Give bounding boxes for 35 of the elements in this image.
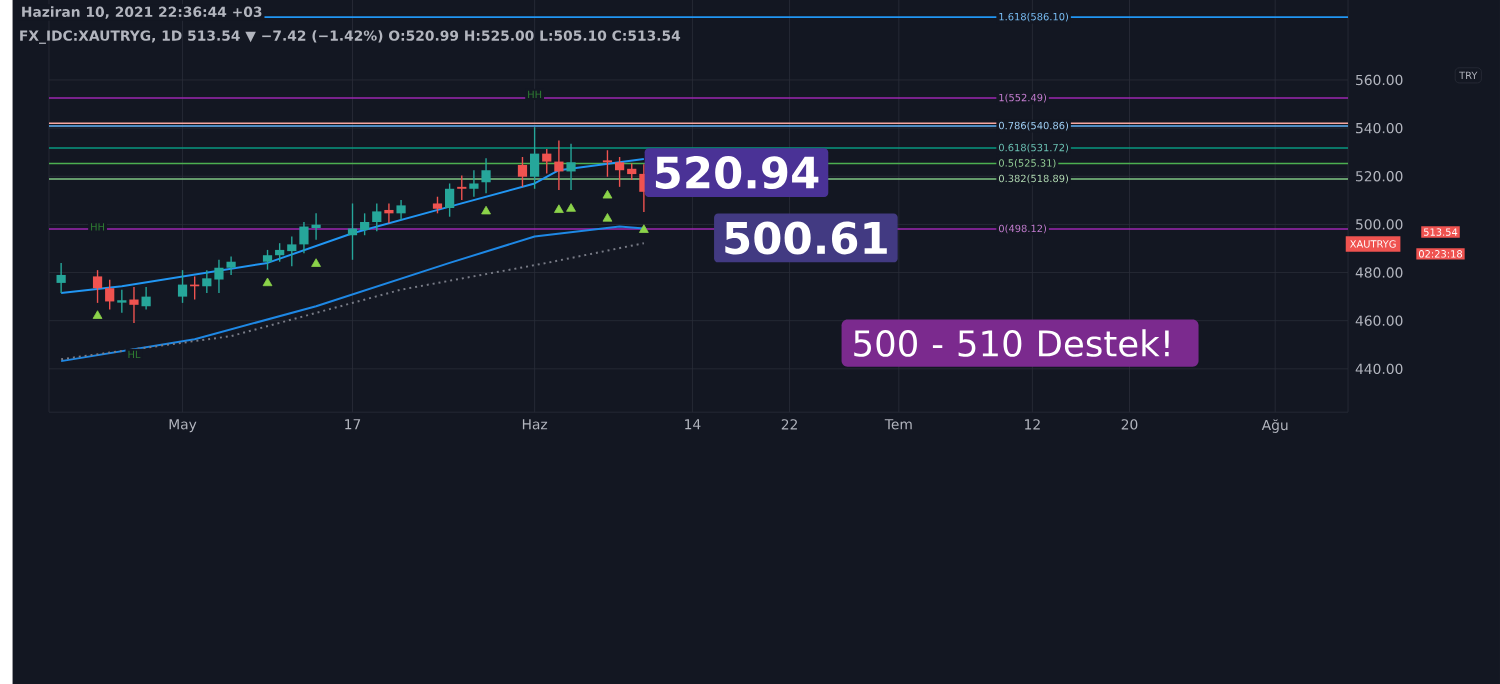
candlestick — [530, 126, 540, 190]
candlestick — [602, 149, 613, 178]
candlestick — [384, 202, 394, 224]
point — [311, 258, 321, 267]
point — [554, 204, 564, 213]
candlestick — [105, 278, 115, 310]
point — [566, 203, 576, 212]
point — [92, 310, 103, 319]
candlestick — [481, 157, 491, 194]
candlestick — [262, 249, 273, 271]
candlestick — [542, 148, 552, 175]
annotation: 500.61 — [725, 221, 887, 255]
point — [602, 189, 613, 199]
candlestick — [177, 269, 188, 304]
candlestick — [396, 199, 406, 221]
candlestick — [56, 262, 66, 294]
candlestick — [566, 142, 576, 191]
candlestick — [226, 255, 236, 276]
point — [639, 224, 649, 233]
candlestick — [129, 286, 139, 324]
candlestick — [554, 139, 564, 191]
point — [262, 277, 273, 287]
candlestick — [469, 169, 479, 198]
point — [602, 212, 613, 222]
candlestick — [92, 269, 103, 304]
line-series — [60, 157, 645, 294]
annotation: 500 - 510 Destek! — [854, 329, 1169, 357]
candlestick — [372, 202, 382, 232]
candlestick — [141, 286, 151, 310]
candlestick — [117, 288, 127, 314]
candlestick — [445, 182, 455, 218]
candlestick — [457, 174, 467, 201]
annotation: 520.94 — [655, 156, 819, 189]
candlestick — [517, 156, 528, 188]
point — [481, 205, 491, 215]
